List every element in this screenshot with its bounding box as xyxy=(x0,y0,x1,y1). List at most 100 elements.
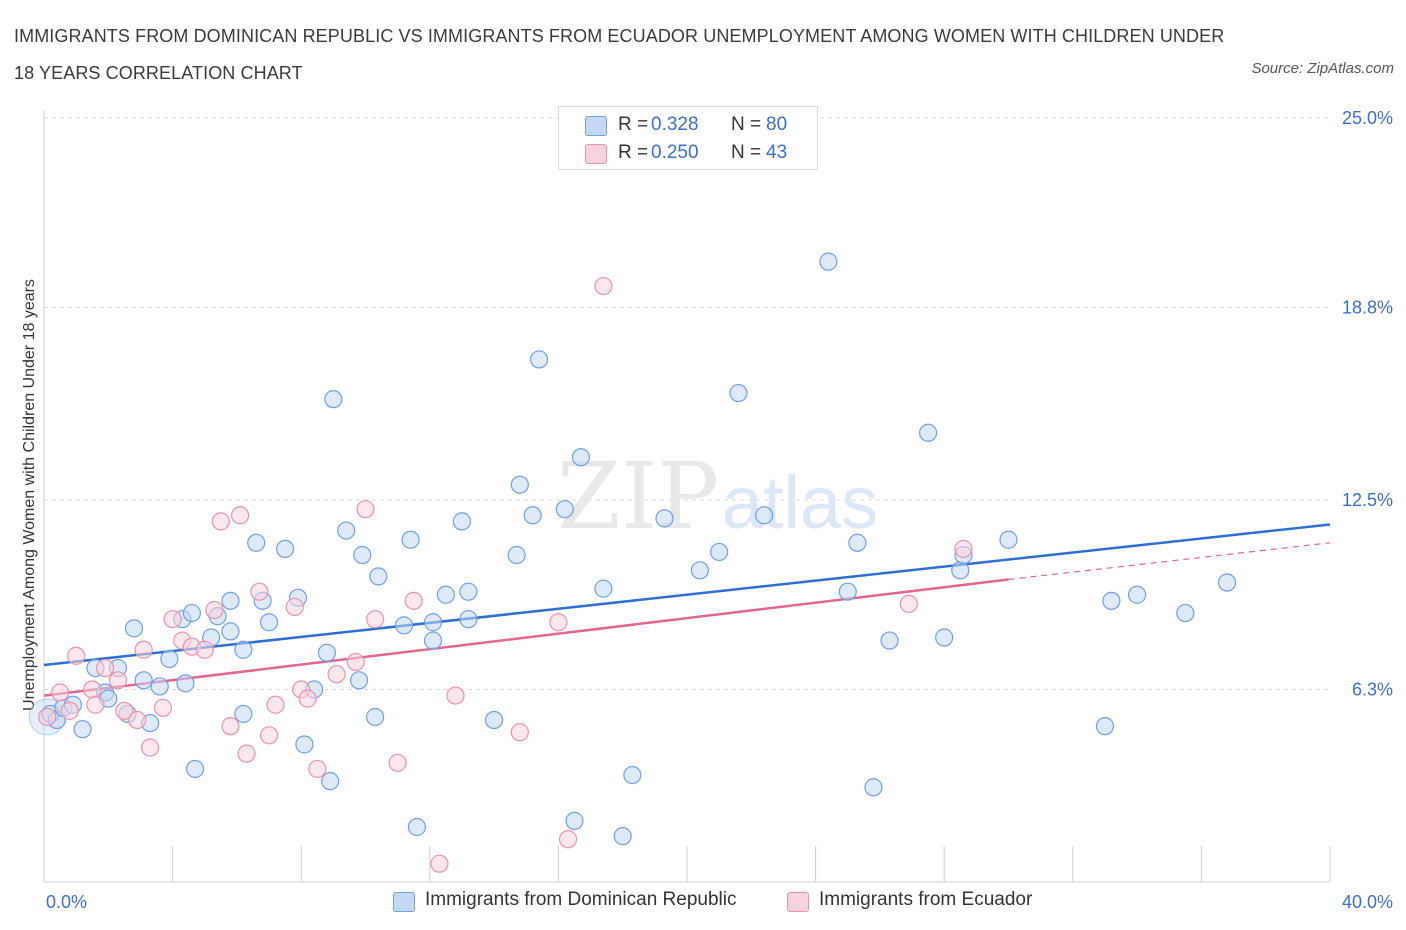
data-point-dominican xyxy=(369,567,388,586)
data-point-ecuador xyxy=(237,744,256,763)
data-point-dominican xyxy=(259,613,279,632)
data-point-dominican xyxy=(1102,591,1121,610)
series-name-dominican: Immigrants from Dominican Republic xyxy=(425,889,737,910)
data-point-ecuador xyxy=(346,652,365,672)
data-point-dominican xyxy=(234,704,253,724)
legend-swatch-pink xyxy=(787,892,809,912)
watermark-atlas: atlas xyxy=(722,461,878,544)
data-point-ecuador xyxy=(388,753,407,772)
data-point-dominican xyxy=(276,539,295,558)
data-point-dominican xyxy=(919,423,938,442)
data-point-ecuador xyxy=(285,597,304,617)
data-point-ecuador xyxy=(899,594,918,614)
data-point-ecuador xyxy=(231,506,250,525)
data-point-ecuador xyxy=(67,646,86,665)
legend-n-value: 43 xyxy=(766,142,788,163)
data-point-ecuador xyxy=(954,539,973,558)
x-tick-label: 40.0% xyxy=(1342,892,1393,912)
legend-r-label: R = xyxy=(618,114,649,135)
data-point-dominican xyxy=(555,500,574,519)
data-point-dominican xyxy=(401,530,420,549)
data-point-ecuador xyxy=(95,658,115,678)
data-point-ecuador xyxy=(366,610,385,629)
data-point-dominican xyxy=(353,545,372,565)
data-point-dominican xyxy=(459,610,478,629)
legend-n-label: N = xyxy=(731,142,762,163)
data-point-ecuador xyxy=(259,726,279,745)
legend-r-label: R = xyxy=(618,142,649,163)
data-point-dominican xyxy=(951,561,970,580)
data-point-dominican xyxy=(295,735,314,754)
data-point-dominican xyxy=(317,643,337,662)
data-point-dominican xyxy=(1176,603,1195,623)
data-point-dominican xyxy=(1127,585,1147,604)
data-point-dominican xyxy=(510,475,529,494)
data-point-ecuador xyxy=(86,695,105,714)
data-point-dominican xyxy=(324,390,343,409)
data-point-dominican xyxy=(436,585,455,604)
data-point-ecuador xyxy=(430,854,449,873)
data-point-dominican xyxy=(485,710,504,730)
y-tick-label: 12.5% xyxy=(1342,490,1393,510)
legend-r-value: 0.250 xyxy=(651,142,699,163)
data-point-ecuador xyxy=(134,640,153,659)
data-point-dominican xyxy=(186,759,205,779)
data-point-dominican xyxy=(848,533,867,552)
data-point-ecuador xyxy=(140,738,160,757)
stats-legend: R = 0.328 N = 80 R = 0.250 N = 43 xyxy=(558,106,818,170)
series-name-ecuador: Immigrants from Ecuador xyxy=(819,889,1033,910)
trend-lines xyxy=(43,523,1331,697)
data-point-ecuador xyxy=(38,707,57,727)
data-point-dominican xyxy=(999,530,1018,549)
data-point-ecuador xyxy=(594,276,613,296)
source-label: Source: ZipAtlas.com xyxy=(1251,60,1394,77)
data-point-dominican xyxy=(690,561,709,580)
data-point-dominican xyxy=(1095,717,1115,736)
data-point-dominican xyxy=(459,582,478,601)
data-point-ecuador xyxy=(558,830,578,849)
data-point-dominican xyxy=(349,671,369,690)
data-point-dominican xyxy=(337,521,356,540)
data-point-ecuador xyxy=(128,710,147,730)
data-point-dominican xyxy=(247,533,266,552)
y-tick-label: 6.3% xyxy=(1352,679,1393,699)
axes xyxy=(43,110,1331,883)
data-point-ecuador xyxy=(266,695,285,714)
data-point-dominican xyxy=(1218,573,1237,592)
data-point-ecuador xyxy=(510,723,529,742)
data-point-dominican xyxy=(838,582,857,601)
data-point-dominican xyxy=(864,778,883,797)
data-point-dominican xyxy=(507,545,526,565)
data-point-dominican xyxy=(73,720,92,739)
data-point-dominican xyxy=(755,506,774,525)
data-point-dominican xyxy=(234,640,253,659)
trend-line-dominican xyxy=(43,523,1331,667)
tick-labels: 6.3% 12.5% 18.8% 25.0% 0.0% 40.0% xyxy=(46,108,1393,912)
legend-r-value: 0.328 xyxy=(651,114,699,135)
y-tick-label: 25.0% xyxy=(1342,108,1393,128)
data-point-dominican xyxy=(221,622,240,641)
legend-swatch-blue xyxy=(393,892,415,912)
trend-line-ecuador-extension xyxy=(1008,542,1331,581)
data-point-ecuador xyxy=(108,671,128,690)
data-point-ecuador xyxy=(250,582,269,601)
data-point-ecuador xyxy=(308,759,327,779)
data-points[interactable] xyxy=(28,252,1237,873)
data-point-ecuador xyxy=(549,613,568,632)
data-point-ecuador xyxy=(50,683,70,702)
data-point-dominican xyxy=(935,628,954,647)
chart-title: IMMIGRANTS FROM DOMINICAN REPUBLIC VS IM… xyxy=(14,26,1225,83)
data-point-dominican xyxy=(565,811,584,830)
data-point-dominican xyxy=(423,631,443,650)
legend-n-value: 80 xyxy=(766,114,788,135)
data-point-dominican xyxy=(176,674,195,693)
data-point-dominican xyxy=(571,448,591,467)
data-point-dominican xyxy=(134,671,153,690)
data-point-ecuador xyxy=(60,701,79,720)
data-point-dominican xyxy=(321,772,340,791)
data-point-dominican xyxy=(394,616,414,635)
data-point-dominican xyxy=(221,591,240,610)
data-point-ecuador xyxy=(153,698,173,717)
y-tick-label: 18.8% xyxy=(1342,297,1393,317)
